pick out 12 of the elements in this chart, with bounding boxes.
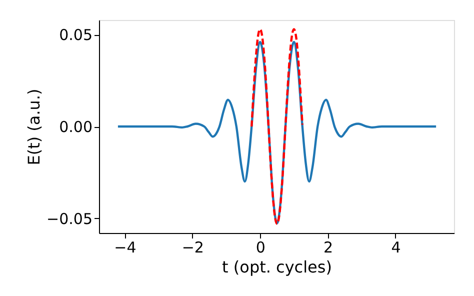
x-tick-label: −4 bbox=[114, 238, 136, 256]
line-series bbox=[250, 28, 304, 225]
y-tick-label: 0.05 bbox=[59, 26, 92, 44]
x-tick-label: 4 bbox=[391, 238, 401, 256]
y-tick-label: 0.00 bbox=[59, 118, 92, 136]
x-axis-title: t (opt. cycles) bbox=[222, 258, 332, 276]
x-tick-label: 2 bbox=[323, 238, 334, 256]
x-tick-label: −2 bbox=[182, 238, 204, 256]
y-axis-title: E(t) (a.u.) bbox=[24, 88, 44, 166]
y-tick-label: −0.05 bbox=[46, 210, 92, 228]
x-tick-label: 0 bbox=[256, 238, 266, 256]
line-series bbox=[116, 40, 438, 224]
